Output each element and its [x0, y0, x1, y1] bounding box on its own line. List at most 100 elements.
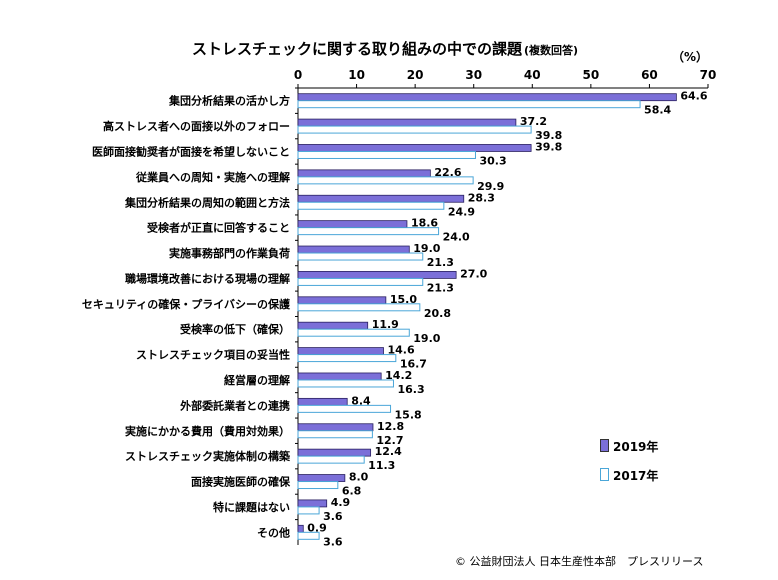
bar-2017 — [297, 379, 394, 388]
x-tick-label-50: 50 — [583, 68, 600, 82]
bar-2019 — [297, 144, 532, 152]
data-label-2019: 11.9 — [372, 318, 399, 331]
bar-2017 — [297, 252, 424, 261]
x-tick-label-60: 60 — [641, 68, 658, 82]
bar-2017 — [297, 125, 532, 134]
bar-2017 — [297, 531, 320, 540]
bar-2019 — [297, 321, 369, 330]
category-label: 経営層の理解 — [224, 373, 290, 387]
data-label-2017: 16.7 — [400, 358, 427, 371]
category-label: 集団分析結果の周知の範囲と方法 — [124, 195, 290, 209]
data-label-2019: 64.6 — [680, 90, 707, 103]
category-label: 職場環境改善における現場の理解 — [125, 271, 290, 285]
chart-title: ストレスチェックに関する取り組みの中での課題 — [192, 40, 523, 58]
x-tick-label-10: 10 — [348, 68, 365, 82]
data-label-2019: 8.4 — [351, 394, 371, 407]
category-label: 集団分析結果の活かし方 — [168, 94, 290, 108]
bar-2019 — [297, 347, 384, 355]
data-label-2017: 29.9 — [477, 180, 504, 193]
data-label-2019: 4.9 — [331, 496, 351, 509]
category-label: 特に課題はない — [213, 500, 290, 514]
x-tick-label-70: 70 — [700, 68, 717, 82]
data-label-2019: 15.0 — [390, 293, 417, 306]
bar-2019 — [297, 499, 328, 508]
legend-label-2019: 2019年 — [613, 440, 659, 454]
bar-2019 — [297, 474, 346, 482]
data-label-2019: 39.8 — [535, 140, 562, 153]
legend-swatch-2019 — [600, 439, 609, 452]
data-label-2019: 14.6 — [388, 344, 415, 357]
legend-item-2019: 2019年 — [600, 438, 658, 455]
category-label: 高ストレス者への面接以外のフォロー — [103, 119, 290, 133]
data-label-2019: 14.2 — [385, 369, 412, 382]
category-label: セキュリティの確保・プライバシーの保護 — [82, 297, 291, 311]
category-label: 医師面接勧奨者が面接を希望しないこと — [92, 144, 290, 158]
data-label-2019: 37.2 — [520, 115, 547, 128]
category-label: 外部委託業者との連携 — [179, 398, 290, 412]
category-label: 従業員への周知・実施への理解 — [135, 170, 290, 184]
data-label-2017: 11.3 — [368, 459, 395, 472]
bar-2017 — [297, 176, 474, 185]
bar-2017 — [297, 100, 641, 109]
data-label-2019: 19.0 — [413, 242, 440, 255]
bar-2019 — [297, 169, 431, 178]
bar-2019 — [297, 397, 348, 406]
bar-2017 — [297, 455, 365, 464]
bar-2019 — [297, 372, 382, 381]
bar-2019 — [297, 93, 677, 102]
bar-2017 — [297, 150, 476, 159]
bar-2019 — [297, 448, 372, 457]
bar-2019 — [297, 271, 457, 279]
data-label-2017: 6.8 — [342, 485, 362, 498]
data-label-2019: 22.6 — [434, 166, 461, 179]
data-label-2017: 21.3 — [427, 256, 454, 269]
data-label-2017: 12.7 — [376, 434, 403, 447]
bar-2019 — [297, 296, 387, 305]
data-label-2019: 28.3 — [468, 191, 495, 204]
data-label-2017: 20.8 — [424, 307, 451, 320]
bar-2017 — [297, 227, 440, 236]
bar-2017 — [297, 303, 421, 312]
category-label: ストレスチェック項目の妥当性 — [136, 348, 290, 362]
category-label: 受検者が正直に回答すること — [147, 221, 290, 235]
data-label-2017: 15.8 — [395, 408, 422, 421]
unit-label: （%） — [672, 50, 709, 64]
x-tick-label-30: 30 — [465, 68, 482, 82]
bar-2017 — [297, 328, 410, 337]
category-label: その他 — [257, 525, 290, 539]
bar-2017 — [297, 277, 424, 286]
bar-2017 — [297, 404, 392, 413]
data-label-2019: 27.0 — [460, 267, 487, 280]
category-label: ストレスチェック実施体制の構築 — [125, 449, 291, 463]
legend-swatch-2017 — [600, 468, 609, 481]
data-label-2017: 3.6 — [323, 510, 343, 523]
data-label-2019: 12.4 — [375, 445, 402, 458]
bar-2019 — [297, 194, 465, 203]
bar-2019 — [297, 118, 517, 127]
bar-2019 — [297, 423, 374, 432]
bar-2017 — [297, 201, 445, 210]
x-tick-label-40: 40 — [524, 68, 541, 82]
category-label: 受検率の低下（確保） — [180, 322, 290, 336]
bar-2019 — [297, 220, 408, 229]
data-label-2017: 30.3 — [479, 154, 506, 167]
data-label-2017: 21.3 — [427, 281, 454, 294]
category-label: 面接実施医師の確保 — [191, 475, 291, 489]
x-tick-label-0: 0 — [294, 68, 302, 82]
data-label-2019: 0.9 — [307, 521, 327, 534]
chart-subtitle: (複数回答) — [524, 44, 579, 57]
data-label-2017: 24.9 — [448, 205, 475, 218]
bar-2019 — [297, 245, 410, 254]
bar-2017 — [297, 354, 397, 363]
data-label-2017: 39.8 — [535, 129, 562, 142]
category-label: 実施事務部門の作業負荷 — [169, 246, 290, 260]
bar-2017 — [297, 506, 320, 515]
data-label-2019: 8.0 — [349, 471, 369, 484]
category-label: 実施にかかる費用（費用対効果） — [125, 424, 290, 438]
bar-2019 — [297, 524, 304, 533]
chart-title-block: ストレスチェックに関する取り組みの中での課題 (複数回答) — [192, 38, 578, 59]
data-label-2019: 12.8 — [377, 420, 404, 433]
data-label-2017: 58.4 — [644, 104, 671, 117]
data-label-2017: 3.6 — [323, 535, 343, 548]
